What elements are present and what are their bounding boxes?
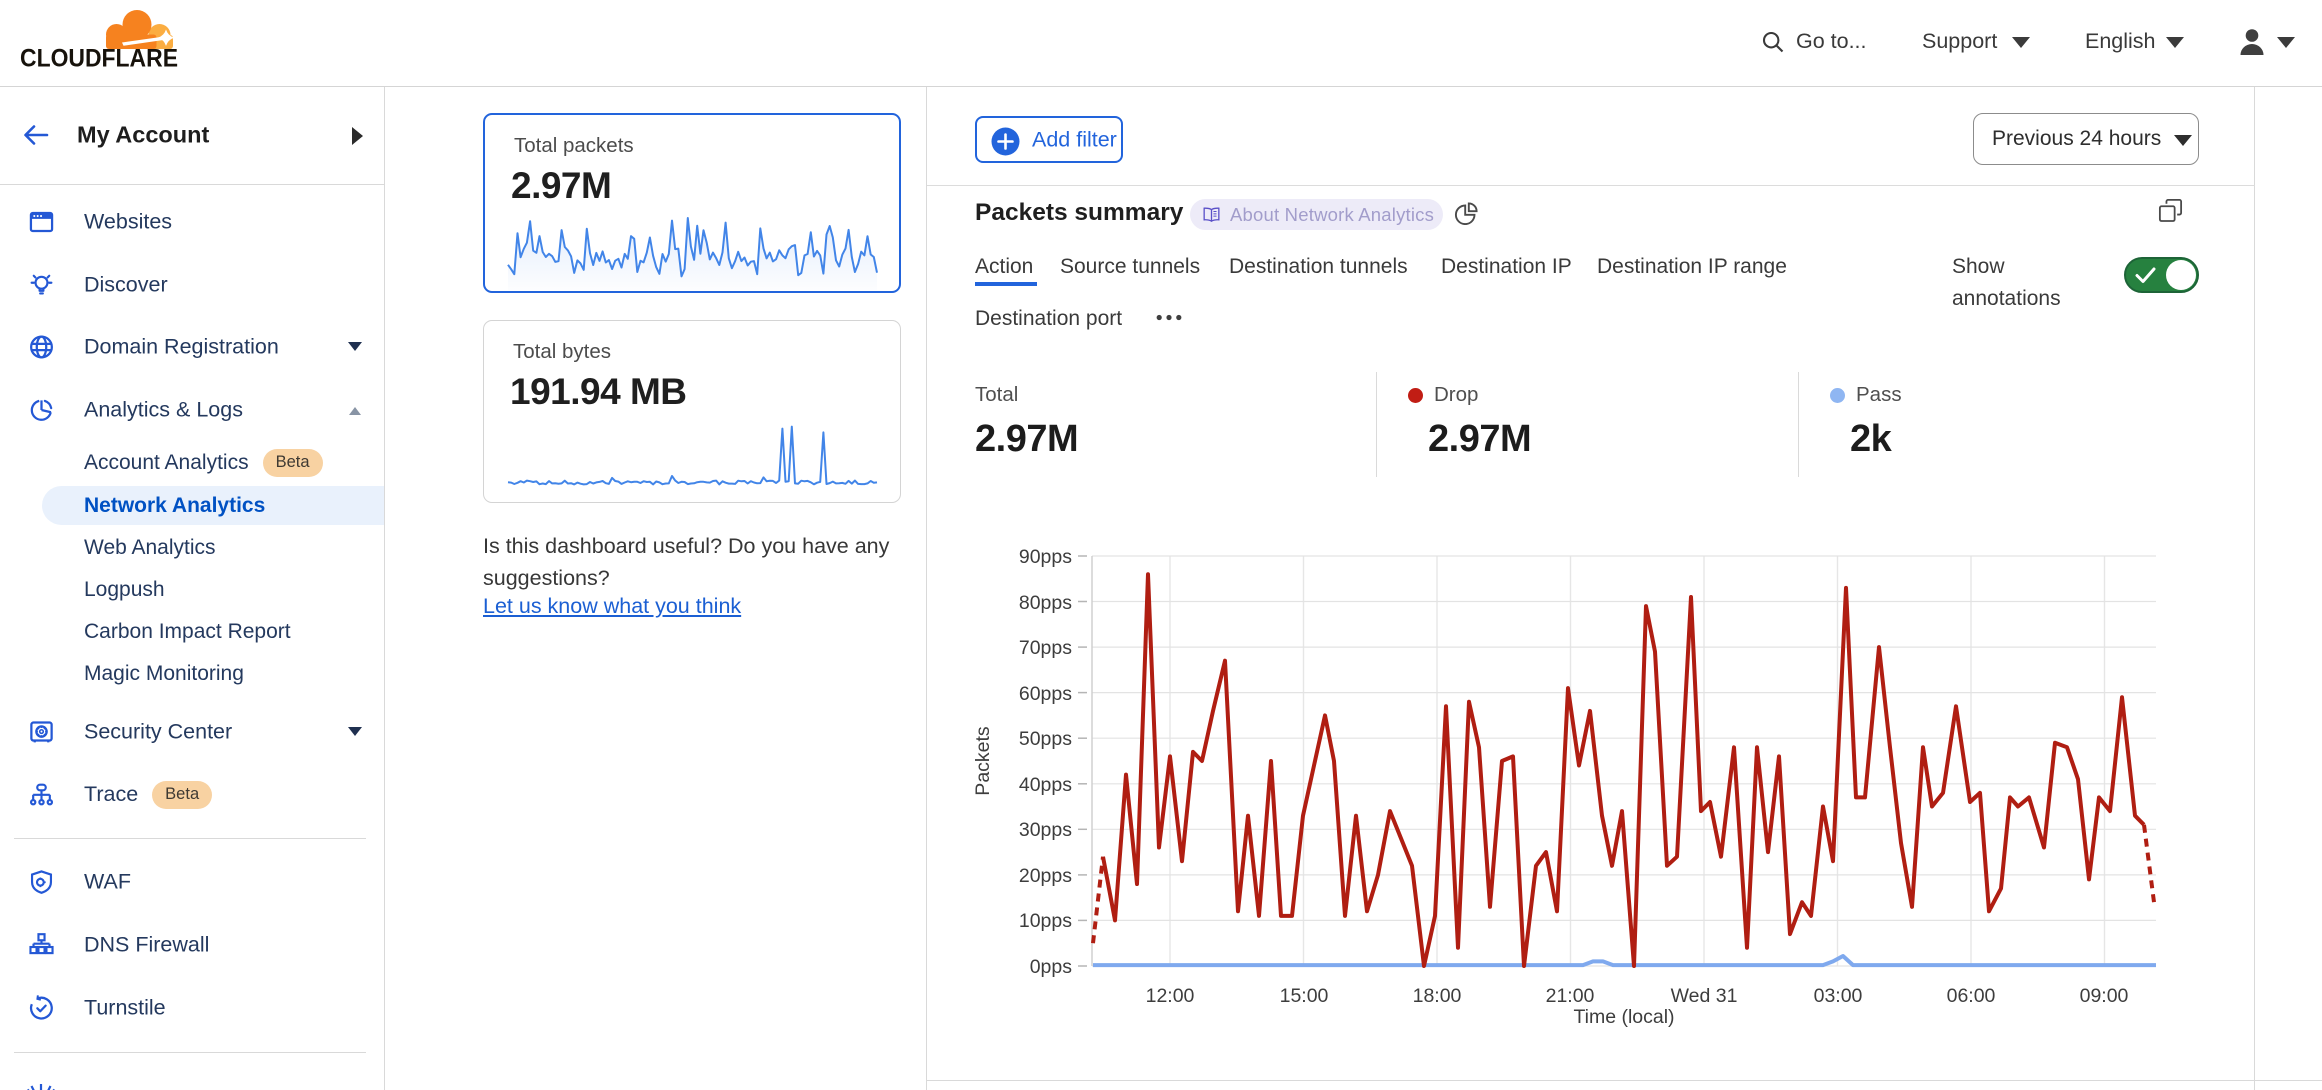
svg-text:03:00: 03:00: [1814, 985, 1863, 1007]
svg-text:40pps: 40pps: [1019, 774, 1072, 796]
svg-text:Packets: Packets: [972, 726, 994, 796]
svg-text:Wed 31: Wed 31: [1671, 985, 1738, 1007]
svg-text:12:00: 12:00: [1146, 985, 1195, 1007]
svg-text:CLOUDFLARE: CLOUDFLARE: [20, 47, 178, 71]
svg-text:0pps: 0pps: [1030, 956, 1073, 978]
svg-text:30pps: 30pps: [1019, 819, 1072, 841]
svg-text:70pps: 70pps: [1019, 637, 1072, 659]
svg-text:18:00: 18:00: [1413, 985, 1462, 1007]
svg-text:50pps: 50pps: [1019, 728, 1072, 750]
svg-text:06:00: 06:00: [1947, 985, 1996, 1007]
svg-text:20pps: 20pps: [1019, 865, 1072, 887]
svg-text:60pps: 60pps: [1019, 683, 1072, 705]
svg-text:90pps: 90pps: [1019, 546, 1072, 568]
svg-text:09:00: 09:00: [2080, 985, 2129, 1007]
svg-text:21:00: 21:00: [1546, 985, 1595, 1007]
svg-text:Time (local): Time (local): [1573, 1006, 1674, 1028]
svg-text:80pps: 80pps: [1019, 592, 1072, 614]
svg-text:10pps: 10pps: [1019, 910, 1072, 932]
svg-text:15:00: 15:00: [1280, 985, 1329, 1007]
